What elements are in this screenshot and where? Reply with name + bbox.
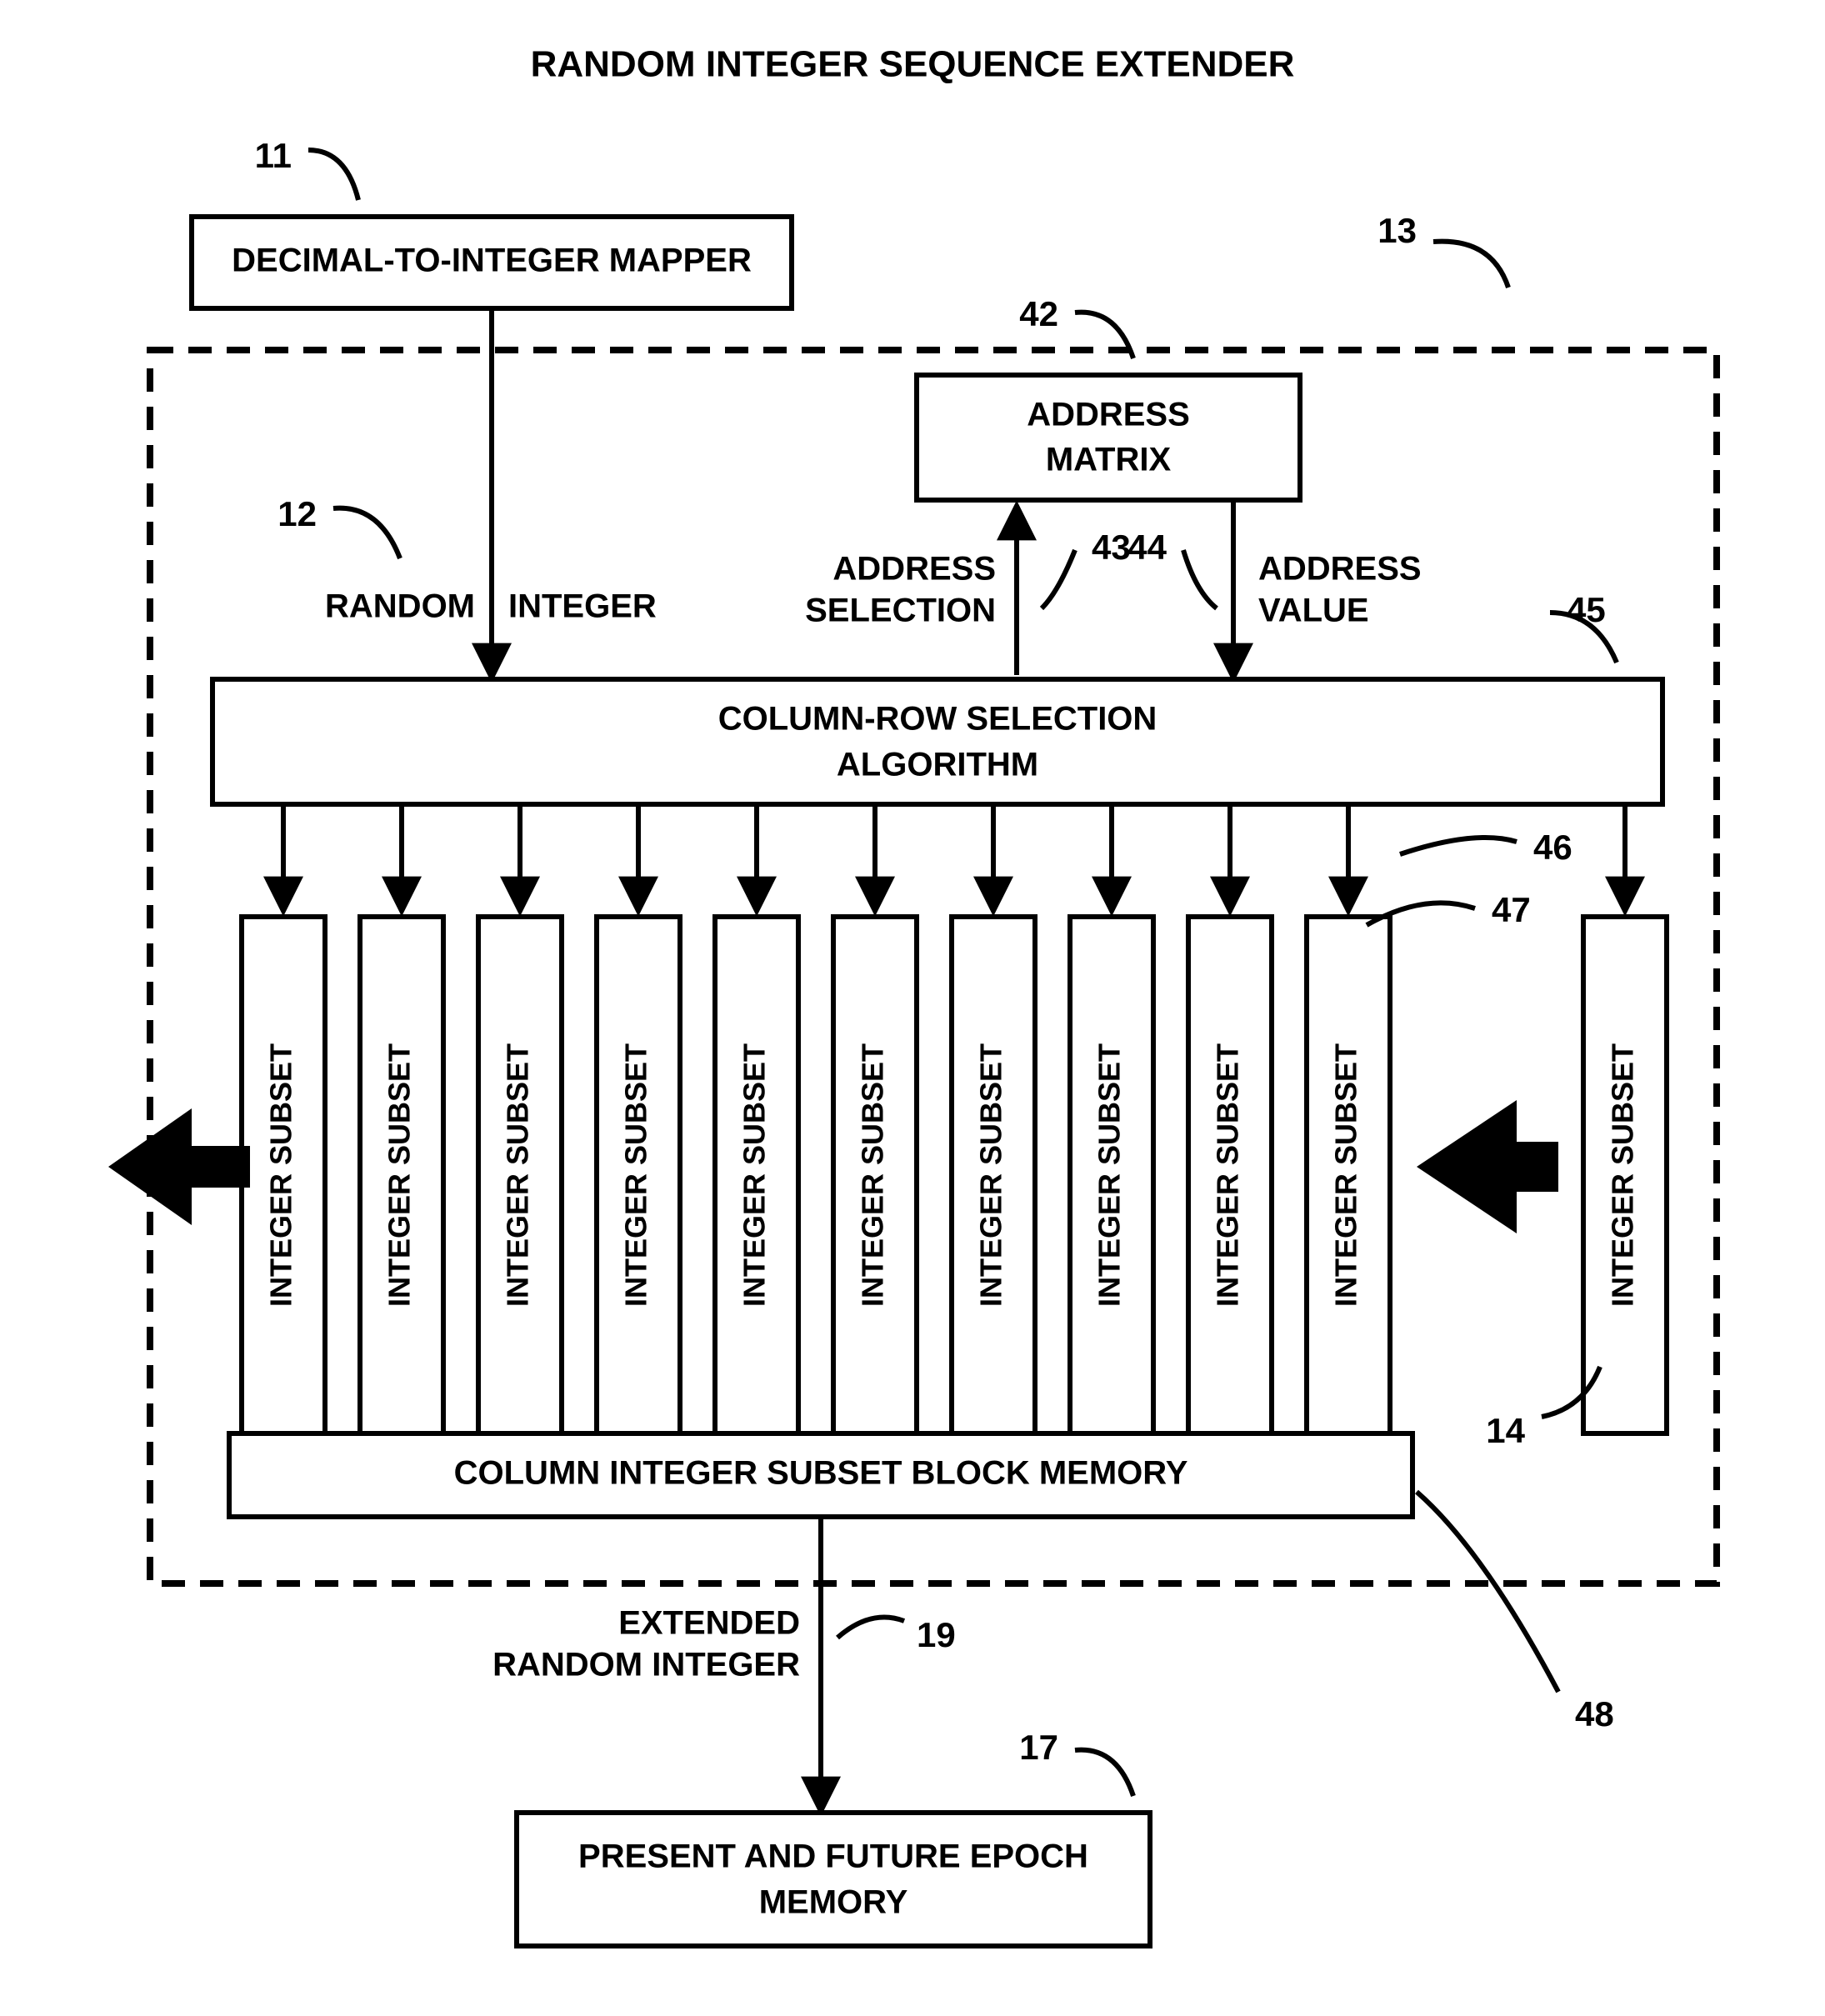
diagram-page: RANDOM INTEGER SEQUENCE EXTENDER 13 DECI… xyxy=(0,0,1825,2016)
address-matrix-box xyxy=(917,375,1300,500)
address-matrix-l2: MATRIX xyxy=(1046,442,1172,478)
edge-ext-l2: RANDOM INTEGER xyxy=(492,1647,800,1683)
ref-13-leader xyxy=(1433,242,1508,288)
mapper-label: DECIMAL-TO-INTEGER MAPPER xyxy=(232,243,752,279)
edge-random-integer-label-l: RANDOM xyxy=(325,588,475,625)
ref-48-leader xyxy=(1417,1492,1558,1692)
algorithm-l1: COLUMN-ROW SELECTION xyxy=(718,701,1158,738)
integer-subset-label: INTEGER SUBSET xyxy=(1211,1043,1245,1307)
epoch-memory-l2: MEMORY xyxy=(759,1884,908,1921)
algorithm-box xyxy=(212,679,1662,804)
integer-subset-inner: INTEGER SUBSET INTEGER SUBSET INTEGER SUBS… xyxy=(242,804,1390,1433)
edge-addr-val-l2: VALUE xyxy=(1258,593,1369,629)
ref-44: 44 xyxy=(1128,528,1167,567)
shift-out-arrow-icon xyxy=(108,1108,250,1225)
algorithm-l2: ALGORITHM xyxy=(837,747,1038,783)
edge-addr-sel-l2: SELECTION xyxy=(805,593,996,629)
integer-subset-outer: INTEGER SUBSET xyxy=(1583,804,1667,1433)
ref-47: 47 xyxy=(1492,890,1531,929)
ref-42: 42 xyxy=(1019,294,1058,333)
integer-subset-label: INTEGER SUBSET xyxy=(264,1043,298,1307)
integer-subset-label: INTEGER SUBSET xyxy=(1606,1043,1640,1307)
integer-subset-label: INTEGER SUBSET xyxy=(1329,1043,1363,1307)
ref-45-real: 45 xyxy=(1567,590,1606,629)
ref-46: 46 xyxy=(1533,828,1572,867)
integer-subset-label: INTEGER SUBSET xyxy=(501,1043,535,1307)
block-memory-label: COLUMN INTEGER SUBSET BLOCK MEMORY xyxy=(454,1455,1188,1492)
ref-12-leader xyxy=(333,508,400,558)
ref-11-leader xyxy=(308,150,358,200)
ref-48: 48 xyxy=(1575,1694,1614,1733)
address-matrix-l1: ADDRESS xyxy=(1027,397,1190,433)
edge-random-integer-label-r: INTEGER xyxy=(508,588,657,625)
ref-43-leader xyxy=(1042,550,1075,608)
edge-addr-val-l1: ADDRESS xyxy=(1258,551,1422,588)
integer-subset-label: INTEGER SUBSET xyxy=(1092,1043,1127,1307)
edge-ext-l1: EXTENDED xyxy=(618,1605,800,1642)
integer-subset-label: INTEGER SUBSET xyxy=(738,1043,772,1307)
shift-in-arrow-icon xyxy=(1417,1100,1558,1233)
ref-11: 11 xyxy=(255,136,292,175)
ref-43: 43 xyxy=(1092,528,1131,567)
ref-17: 17 xyxy=(1019,1728,1058,1767)
ref-17-leader xyxy=(1075,1750,1133,1796)
ref-14: 14 xyxy=(1486,1411,1525,1450)
epoch-memory-box xyxy=(517,1813,1150,1946)
ref-46-leader xyxy=(1400,838,1517,854)
integer-subset-label: INTEGER SUBSET xyxy=(619,1043,653,1307)
integer-subset-label: INTEGER SUBSET xyxy=(382,1043,417,1307)
integer-subset-label: INTEGER SUBSET xyxy=(856,1043,890,1307)
edge-addr-sel-l1: ADDRESS xyxy=(832,551,996,588)
diagram-svg: RANDOM INTEGER SEQUENCE EXTENDER 13 DECI… xyxy=(0,0,1825,2016)
ref-19: 19 xyxy=(917,1615,956,1654)
epoch-memory-l1: PRESENT AND FUTURE EPOCH xyxy=(578,1838,1088,1875)
ref-12: 12 xyxy=(278,494,317,533)
ref-19-leader xyxy=(838,1618,904,1638)
ref-44-leader xyxy=(1183,550,1217,608)
diagram-title: RANDOM INTEGER SEQUENCE EXTENDER xyxy=(531,44,1295,85)
ref-13: 13 xyxy=(1378,211,1417,250)
integer-subset-label: INTEGER SUBSET xyxy=(974,1043,1008,1307)
